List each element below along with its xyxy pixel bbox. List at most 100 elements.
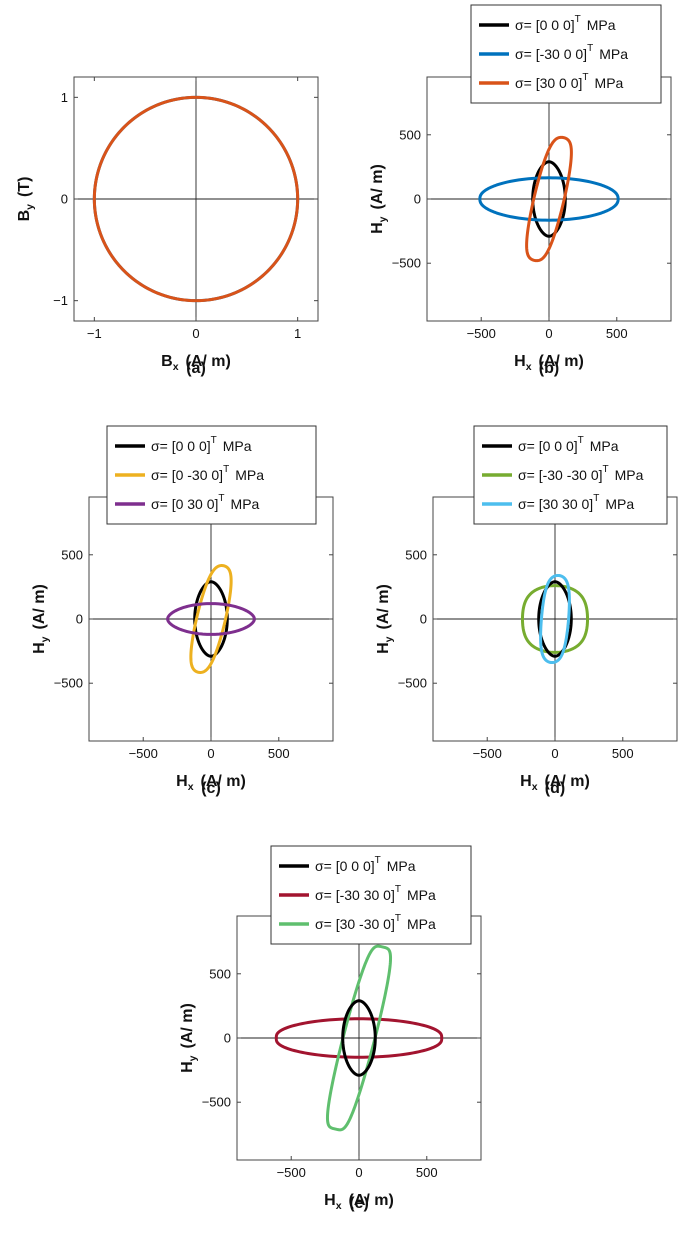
series-line-2	[478, 176, 620, 222]
x-tick-label: −1	[87, 326, 102, 341]
subfigure-caption: (a)	[186, 360, 206, 377]
y-axis-label-main: H	[375, 642, 392, 654]
chart-a: −1 0 1 −1 0 1 Bx (A/ m) By (T) (a)	[16, 76, 319, 377]
legend-entry-unit: MPa	[231, 496, 260, 512]
y-axis-label: Hy (A/ m)	[369, 164, 389, 234]
y-axis-label: By (T)	[16, 177, 36, 222]
x-axis-label-main: H	[324, 1192, 336, 1209]
legend-entry-label: σ= [30 30 0]	[518, 496, 593, 512]
y-tick-label: 500	[399, 127, 421, 142]
x-tick-label: −500	[473, 746, 502, 761]
legend-entry-label: σ= [0 0 0]	[315, 858, 375, 874]
series-line-3	[341, 999, 377, 1077]
x-axis-label-main: H	[520, 773, 532, 790]
x-tick-label: 500	[606, 326, 628, 341]
y-tick-label: −500	[392, 256, 421, 271]
legend-entry-label: σ= [0 30 0]	[151, 496, 218, 512]
legend-entry-label: σ= [0 0 0]	[515, 17, 575, 33]
y-tick-label: 500	[61, 547, 83, 562]
y-tick-label: 0	[224, 1031, 231, 1046]
legend-entry-sup: T	[582, 72, 588, 83]
y-tick-label: −500	[54, 676, 83, 691]
legend-entry-sup: T	[578, 435, 584, 446]
legend-entry-sup: T	[211, 435, 217, 446]
legend-entry-unit: MPa	[615, 467, 644, 483]
x-axis-label: Bx (A/ m)	[161, 353, 231, 373]
legend-entry-unit: MPa	[605, 496, 634, 512]
x-tick-label: −500	[277, 1165, 306, 1180]
legend-entry-unit: MPa	[587, 17, 616, 33]
legend-entry-sup: T	[593, 493, 599, 504]
x-tick-label: 500	[268, 746, 290, 761]
legend-entry-label: σ= [-30 30 0]	[315, 887, 395, 903]
x-axis-label-unit: (A/ m)	[186, 353, 231, 370]
y-axis-label-sub: y	[39, 636, 51, 642]
series-line-3	[539, 573, 571, 665]
y-axis-label-sub: y	[377, 216, 389, 222]
legend-entry-label: σ= [0 0 0]	[518, 438, 578, 454]
subfigure-caption: (b)	[539, 360, 559, 377]
y-axis-label-unit: (A/ m)	[31, 584, 48, 629]
series-line-3	[525, 135, 573, 263]
subfigure-caption: (d)	[545, 780, 565, 797]
y-tick-label: −500	[202, 1095, 231, 1110]
x-axis-label-sub: x	[336, 1200, 342, 1212]
legend-entry-unit: MPa	[387, 858, 416, 874]
x-axis-label-unit: (A/ m)	[545, 773, 590, 790]
y-axis-label-main: H	[31, 642, 48, 654]
legend-entry-label: σ= [30 -30 0]	[315, 916, 395, 932]
x-axis-label-unit: (A/ m)	[201, 773, 246, 790]
y-axis-label-main: B	[16, 210, 33, 222]
y-tick-label: 0	[420, 612, 427, 627]
series-line-2	[537, 580, 573, 658]
x-tick-label: 0	[545, 326, 552, 341]
legend-entry: σ= [30 -30 0]T MPa	[315, 913, 436, 932]
legend-entry: σ= [0 0 0]T MPa	[315, 855, 416, 874]
x-tick-label: 0	[551, 746, 558, 761]
y-tick-label: 1	[61, 90, 68, 105]
x-axis-label-sub: x	[526, 361, 532, 373]
legend-entry: σ= [-30 -30 0]T MPa	[518, 464, 644, 483]
legend-entry-unit: MPa	[407, 887, 436, 903]
y-tick-label: 0	[76, 612, 83, 627]
x-axis-label-unit: (A/ m)	[539, 353, 584, 370]
y-tick-label: 500	[209, 966, 231, 981]
y-axis-label-sub: y	[24, 204, 36, 210]
x-tick-label: 1	[294, 326, 301, 341]
y-axis-label-sub: y	[187, 1055, 199, 1061]
legend-entry: σ= [30 30 0]T MPa	[518, 493, 634, 512]
x-axis-label-sub: x	[188, 781, 194, 793]
legend-entry: σ= [0 0 0]T MPa	[518, 435, 619, 454]
series-line-1	[520, 584, 590, 654]
y-axis-label-sub: y	[383, 636, 395, 642]
x-axis-label-main: H	[514, 353, 526, 370]
legend-entry-sup: T	[395, 884, 401, 895]
legend-entry: σ= [0 -30 0]T MPa	[151, 464, 264, 483]
x-axis-label: Hx (A/ m)	[176, 773, 246, 793]
x-tick-label: 500	[612, 746, 634, 761]
legend-entry: σ= [-30 0 0]T MPa	[515, 43, 628, 62]
legend-entry-sup: T	[218, 493, 224, 504]
y-axis-label: Hy (A/ m)	[31, 584, 51, 654]
series-line-2	[189, 564, 233, 674]
legend-entry-label: σ= [0 -30 0]	[151, 467, 223, 483]
legend-entry-unit: MPa	[223, 438, 252, 454]
y-tick-label: 500	[405, 547, 427, 562]
y-axis-label-unit: (A/ m)	[375, 584, 392, 629]
y-tick-label: 0	[61, 192, 68, 207]
x-tick-label: 0	[192, 326, 199, 341]
y-axis-label-main: H	[179, 1061, 196, 1073]
legend-entry: σ= [-30 30 0]T MPa	[315, 884, 436, 903]
legend-entry: σ= [0 0 0]T MPa	[151, 435, 252, 454]
subfigure-caption: (e)	[349, 1195, 369, 1212]
legend-entry-sup: T	[395, 913, 401, 924]
y-axis-label: Hy (A/ m)	[179, 1003, 199, 1073]
y-tick-label: −1	[53, 293, 68, 308]
